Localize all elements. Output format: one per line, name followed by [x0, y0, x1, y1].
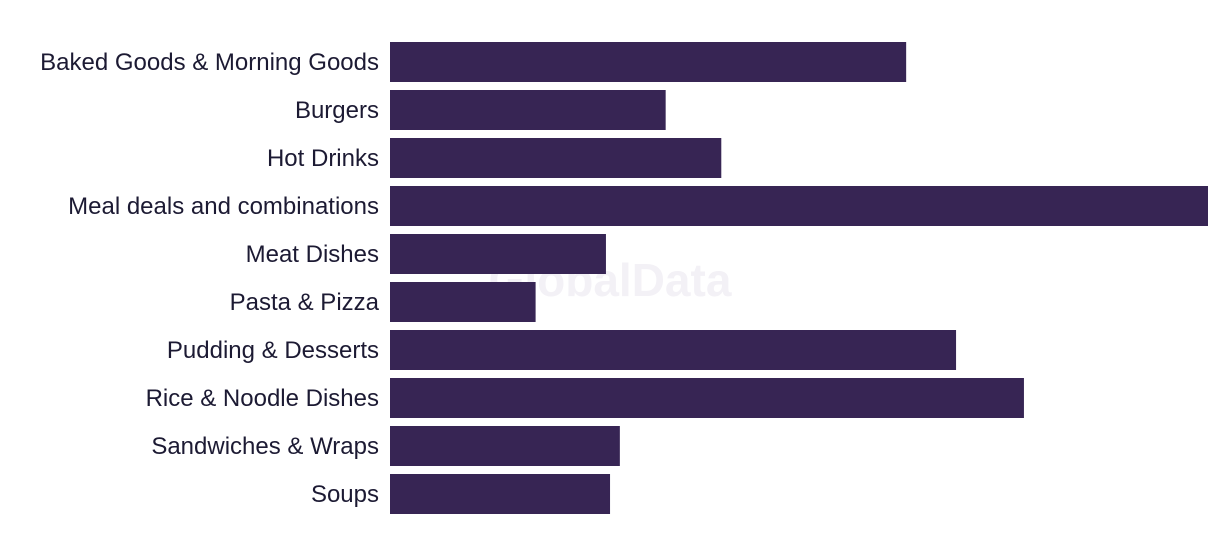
category-label-burgers: Burgers — [295, 97, 379, 124]
bar-rice-and-noodle-dishes — [390, 378, 1024, 418]
bar-burgers — [390, 90, 666, 130]
bars-group — [390, 42, 1208, 514]
bar-soups — [390, 474, 611, 514]
category-label-hot-drinks: Hot Drinks — [267, 145, 379, 172]
category-label-baked-goods-and-morning-goods: Baked Goods & Morning Goods — [40, 49, 379, 76]
category-label-soups: Soups — [311, 481, 379, 508]
bar-baked-goods-and-morning-goods — [390, 42, 907, 82]
bar-pasta-and-pizza — [390, 282, 536, 322]
bar-pudding-and-desserts — [390, 330, 957, 370]
category-label-pudding-and-desserts: Pudding & Desserts — [167, 337, 379, 364]
bar-sandwiches-and-wraps — [390, 426, 620, 466]
category-labels-group: Baked Goods & Morning Goods Burgers Hot Dr… — [40, 49, 380, 508]
bar-meat-dishes — [390, 234, 606, 274]
category-label-meat-dishes: Meat Dishes — [246, 241, 379, 268]
category-label-meal-deals-and-combinations: Meal deals and combinations — [68, 193, 379, 220]
bar-hot-drinks — [390, 138, 722, 178]
category-label-rice-and-noodle-dishes: Rice & Noodle Dishes — [146, 385, 379, 412]
bar-meal-deals-and-combinations — [390, 186, 1208, 226]
category-label-sandwiches-and-wraps: Sandwiches & Wraps — [151, 433, 379, 460]
category-label-pasta-and-pizza: Pasta & Pizza — [230, 289, 380, 316]
